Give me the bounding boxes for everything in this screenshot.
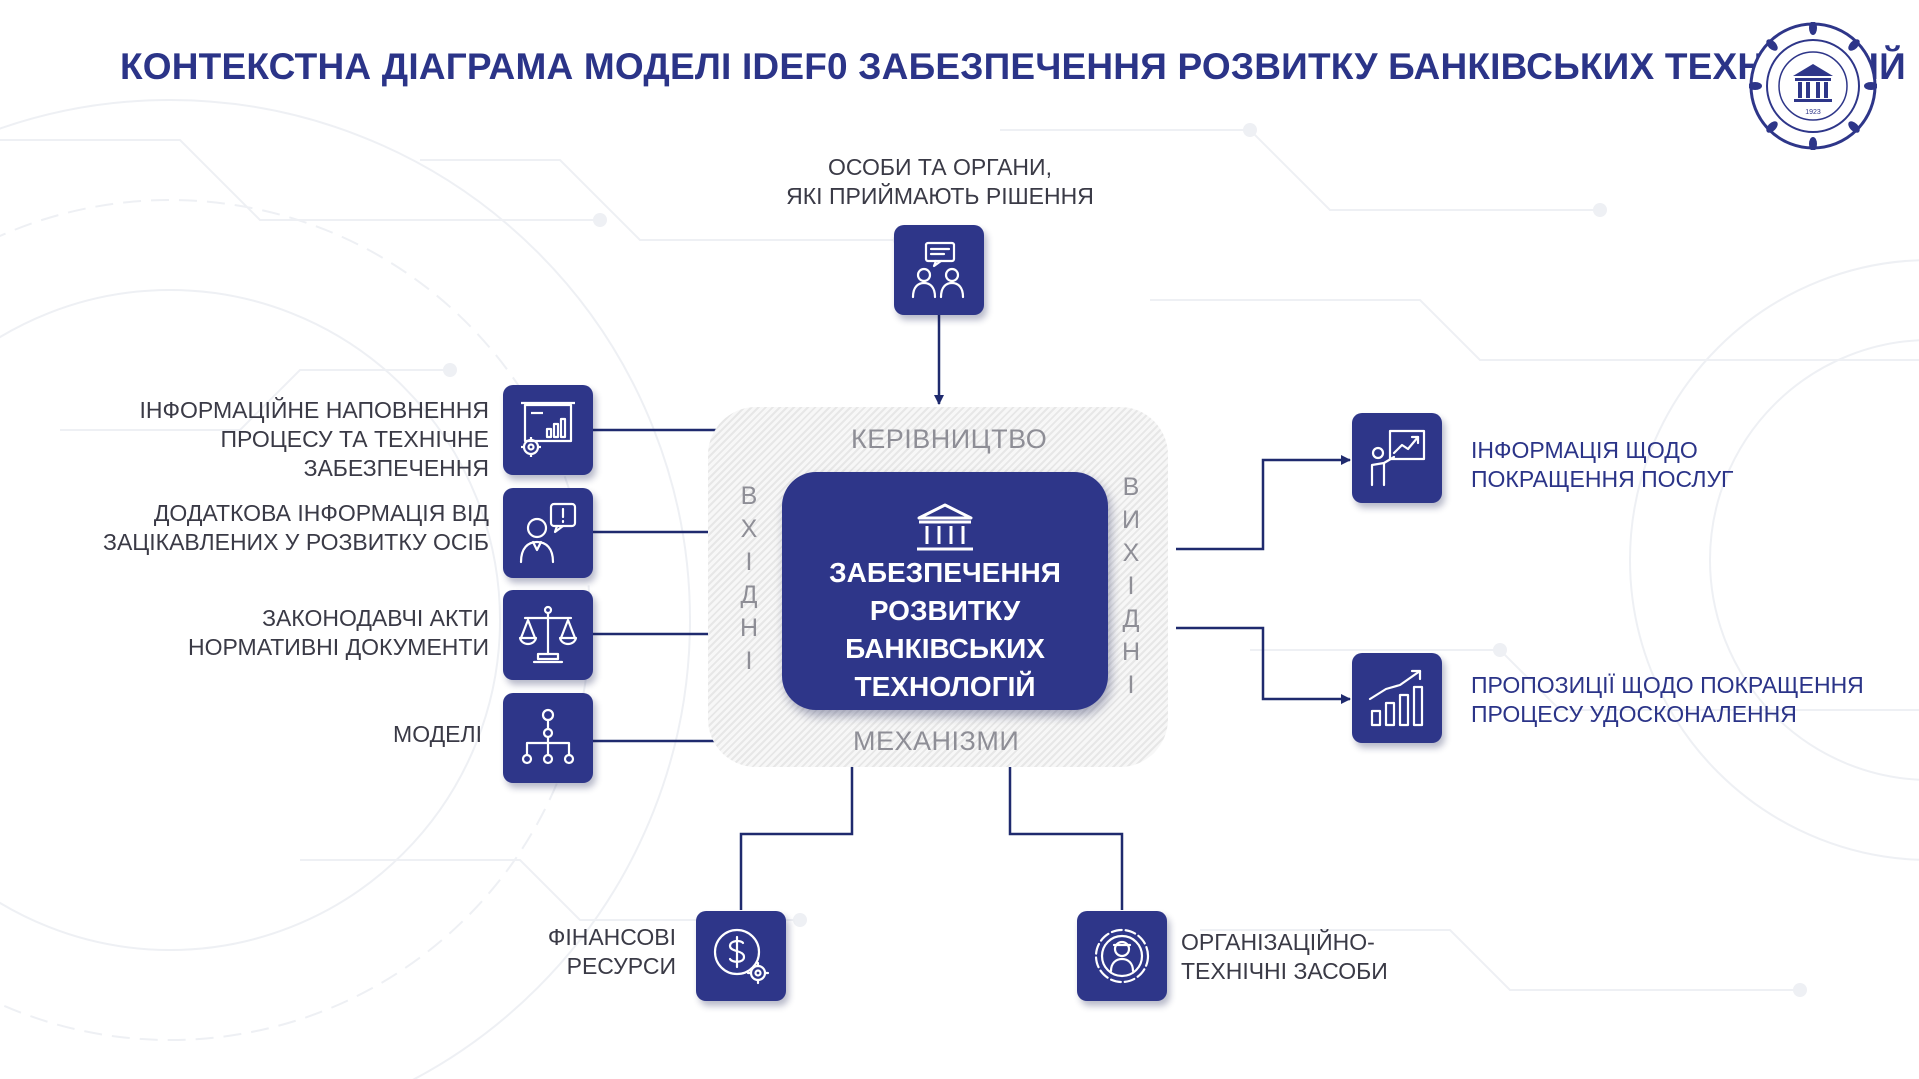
input-tile <box>503 693 593 783</box>
vertical-letter: Х <box>1122 539 1140 567</box>
mechanism-arrow-2 <box>1005 756 1124 910</box>
output-tile <box>1352 413 1442 503</box>
page-title: КОНТЕКСТНА ДІАГРАМА МОДЕЛІ IDEF0 ЗАБЕЗПЕ… <box>120 46 1906 87</box>
process-title-line: ЗАБЕЗПЕЧЕННЯ <box>829 557 1061 588</box>
mechanisms-label: МЕХАНІЗМИ <box>853 726 1020 756</box>
output-arrow-1 <box>1176 455 1351 551</box>
input-label: ЗАКОНОДАВЧІ АКТИ НОРМАТИВНІ ДОКУМЕНТИ <box>187 605 489 660</box>
process-title-line: ТЕХНОЛОГІЙ <box>854 671 1036 702</box>
mechanism-arrow-1 <box>739 756 857 910</box>
presentation-chart-icon <box>521 401 575 457</box>
mechanism-tile <box>1077 911 1167 1001</box>
vertical-letter: І <box>745 548 753 576</box>
vertical-letter: Н <box>1121 638 1141 666</box>
vertical-letter: Н <box>739 614 759 642</box>
input-label: ДОДАТКОВА ІНФОРМАЦІЯ ВІД ЗАЦІКАВЛЕНИХ У … <box>103 500 489 555</box>
control-tile <box>894 225 984 315</box>
mechanism-label: ОРГАНІЗАЦІЙНО- ТЕХНІЧНІ ЗАСОБИ <box>1181 929 1388 984</box>
vertical-letter: В <box>1122 473 1140 501</box>
input-label: ІНФОРМАЦІЙНЕ НАПОВНЕННЯ ПРОЦЕСУ ТА ТЕХНІ… <box>139 397 489 481</box>
input-tile <box>503 590 593 680</box>
vertical-letter: В <box>740 482 758 510</box>
output-label: ПРОПОЗИЦІЇ ЩОДО ПОКРАЩЕННЯ ПРОЦЕСУ УДОСК… <box>1471 672 1864 727</box>
vertical-letter: Д <box>1122 605 1140 633</box>
worker-gear-icon <box>1094 928 1150 984</box>
control-label: КЕРІВНИЦТВО <box>851 424 1048 454</box>
vertical-letter: И <box>1122 506 1140 534</box>
output-label: ІНФОРМАЦІЯ ЩОДО ПОКРАЩЕННЯ ПОСЛУГ <box>1471 437 1734 492</box>
dollar-gear-icon <box>713 928 770 985</box>
input-tile <box>503 385 593 475</box>
hierarchy-icon <box>521 708 575 765</box>
vertical-letter: Д <box>740 581 758 609</box>
growth-bars-icon <box>1368 669 1424 727</box>
process-title-line: БАНКІВСЬКИХ <box>845 633 1045 664</box>
meeting-people-icon <box>911 241 965 299</box>
scales-icon <box>518 605 578 664</box>
bank-icon <box>917 503 973 551</box>
svg-text:1923: 1923 <box>1805 109 1821 116</box>
output-tile <box>1352 653 1442 743</box>
person-alert-icon <box>519 502 577 564</box>
mechanism-label: ФІНАНСОВІ РЕСУРСИ <box>547 924 676 979</box>
mechanism-tile <box>696 911 786 1001</box>
process-title-line: РОЗВИТКУ <box>869 595 1021 626</box>
input-tile <box>503 488 593 578</box>
vertical-letter: І <box>1127 572 1135 600</box>
control-label-text: ОСОБИ ТА ОРГАНИ, ЯКІ ПРИЙМАЮТЬ РІШЕННЯ <box>786 154 1094 209</box>
output-arrow-2 <box>1176 626 1351 704</box>
presenter-growth-icon <box>1370 429 1426 487</box>
university-seal-logo: 1923 <box>1749 22 1877 150</box>
input-label: МОДЕЛІ <box>393 721 482 747</box>
vertical-letter: Х <box>740 515 758 543</box>
vertical-letter: І <box>745 647 753 675</box>
vertical-letter: І <box>1127 671 1135 699</box>
central-process-box: ЗАБЕЗПЕЧЕННЯ РОЗВИТКУ БАНКІВСЬКИХ ТЕХНОЛ… <box>782 472 1108 710</box>
